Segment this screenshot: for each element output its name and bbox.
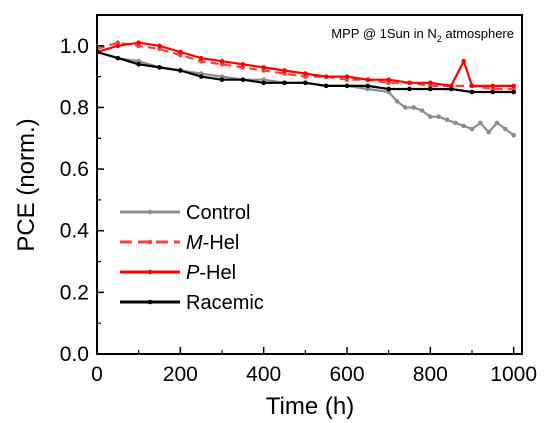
x-tick-label: 400 (246, 363, 281, 386)
data-point-racemic (240, 77, 246, 83)
legend-label-racemic: Racemic (186, 292, 264, 314)
data-point-p-hel (261, 65, 266, 70)
data-point-control (411, 105, 416, 110)
legend-label-p-hel: P-Hel (186, 262, 236, 284)
data-point-p-hel (178, 49, 183, 55)
data-point-control (394, 98, 400, 104)
data-point-racemic (219, 77, 225, 83)
data-point-p-hel (428, 80, 433, 86)
data-point-racemic (261, 80, 266, 86)
data-point-p-hel (303, 71, 308, 76)
data-point-racemic (448, 86, 454, 92)
data-point-racemic (136, 62, 141, 67)
data-point-p-hel (115, 43, 121, 49)
x-tick-label: 0 (91, 363, 103, 386)
data-point-p-hel (461, 58, 466, 64)
data-point-p-hel (490, 83, 496, 89)
data-point-p-hel (469, 83, 475, 89)
data-point-p-hel (323, 74, 329, 79)
legend-marker-p-hel (147, 269, 153, 275)
legend-marker-m-hel (147, 239, 153, 245)
data-point-control (478, 120, 483, 126)
x-tick-label: 1000 (490, 363, 537, 386)
data-point-control (511, 132, 516, 138)
data-point-p-hel (219, 58, 225, 64)
data-point-racemic (490, 89, 496, 95)
data-point-racemic (511, 89, 516, 95)
legend-marker-racemic (147, 299, 153, 305)
series-layer (97, 40, 516, 138)
series-line-control (97, 50, 515, 137)
data-point-racemic (386, 86, 391, 92)
data-point-control (486, 129, 491, 135)
data-point-racemic (323, 83, 329, 89)
data-point-racemic (282, 80, 287, 86)
data-point-racemic (469, 89, 475, 95)
legend-label-control: Control (186, 202, 250, 224)
y-tick-label: 0.2 (60, 281, 89, 304)
data-point-control (403, 105, 408, 110)
data-point-p-hel (157, 43, 162, 49)
x-tick-label: 600 (329, 363, 364, 386)
data-point-racemic (157, 65, 162, 70)
y-tick-label: 0.4 (60, 220, 90, 243)
data-point-p-hel (511, 83, 516, 89)
legend: Control M-Hel P-Hel Racemic (120, 202, 264, 314)
data-point-control (494, 120, 500, 126)
data-point-control (428, 114, 433, 119)
data-point-control (419, 108, 425, 113)
x-axis-title: Time (h) (266, 393, 354, 420)
data-point-control (444, 117, 450, 123)
data-point-p-hel (198, 55, 204, 61)
y-tick-label: 0.0 (60, 343, 89, 366)
data-point-p-hel (282, 68, 287, 73)
y-tick-label: 0.8 (60, 96, 89, 119)
y-axis: 0.0 0.2 0.4 0.6 0.8 1.0 (60, 14, 104, 366)
data-point-racemic (303, 80, 308, 86)
plot-frame (96, 14, 523, 355)
data-point-control (503, 126, 508, 132)
data-point-racemic (178, 68, 183, 73)
annotation-text: MPP @ 1Sun in N2 atmosphere (331, 26, 514, 44)
data-point-p-hel (344, 74, 350, 79)
x-tick-label: 800 (413, 363, 448, 386)
data-point-p-hel (136, 40, 141, 46)
y-tick-label: 1.0 (60, 35, 89, 58)
data-point-control (469, 126, 475, 132)
x-tick-label: 200 (163, 363, 198, 386)
x-axis: 0 200 400 600 800 1000 (91, 347, 537, 386)
data-point-racemic (365, 83, 371, 89)
data-point-p-hel (407, 80, 412, 86)
data-point-p-hel (386, 77, 391, 83)
data-point-racemic (198, 74, 204, 79)
data-point-p-hel (365, 77, 371, 83)
data-point-racemic (428, 86, 433, 92)
data-point-racemic (115, 55, 121, 61)
data-point-racemic (344, 83, 350, 89)
y-axis-title: PCE (norm.) (13, 118, 40, 251)
data-point-control (436, 114, 441, 119)
data-point-control (453, 120, 458, 126)
data-point-racemic (407, 86, 412, 92)
legend-marker-control (147, 209, 153, 215)
data-point-p-hel (240, 62, 246, 67)
data-point-control (461, 123, 466, 129)
legend-label-m-hel: M-Hel (186, 232, 239, 254)
y-tick-label: 0.6 (60, 158, 89, 181)
series-line-p-hel (97, 41, 514, 88)
